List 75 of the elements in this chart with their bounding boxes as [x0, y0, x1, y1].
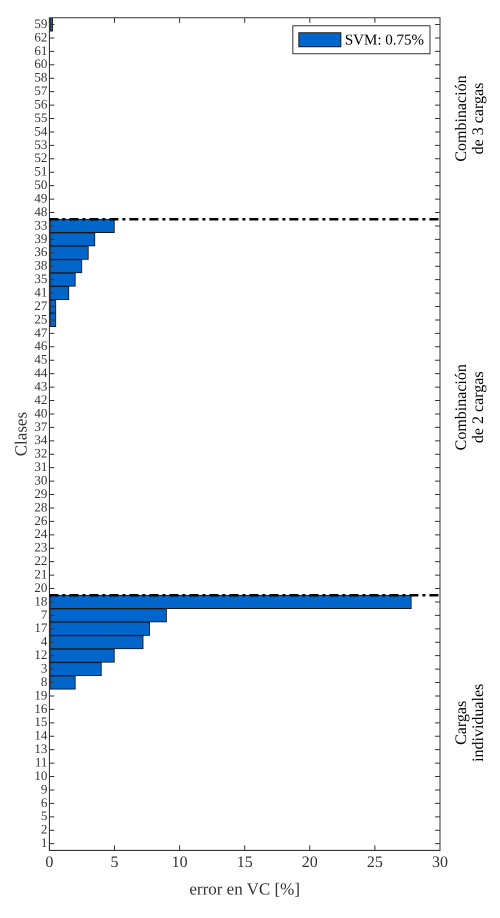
- y-tick-label: 50: [34, 177, 48, 192]
- y-tick-label: 62: [34, 29, 48, 44]
- x-tick-label: 20: [302, 854, 318, 872]
- y-tick-label: 54: [34, 123, 48, 138]
- text: Combinación de 2 cargas: [453, 364, 488, 450]
- x-axis-title: error en VC [%]: [189, 879, 300, 898]
- y-tick-label: 9: [40, 781, 48, 796]
- y-tick-label: 26: [34, 512, 48, 528]
- y-tick-label: 8: [40, 674, 48, 689]
- x-tick-label: 0: [45, 854, 54, 872]
- y-tick-label: 7: [40, 606, 48, 622]
- y-tick-label: 32: [34, 446, 48, 461]
- y-tick-label: 47: [34, 324, 48, 340]
- y-tick-label: 31: [34, 459, 48, 474]
- y-tick-label: 46: [34, 338, 48, 354]
- y-tick-label: 40: [34, 405, 48, 420]
- y-tick-label: 23: [34, 540, 48, 555]
- y-tick-label: 30: [34, 472, 48, 488]
- y-tick-label: 13: [34, 741, 48, 756]
- y-tick-label: 15: [34, 714, 48, 730]
- y-tick-label: 35: [34, 271, 48, 286]
- y-tick-label: 43: [34, 378, 48, 394]
- y-tick-label: 58: [34, 70, 48, 85]
- y-tick-label: 14: [34, 728, 48, 743]
- y-tick-label: 53: [34, 136, 48, 152]
- y-tick-label: 6: [40, 794, 48, 810]
- y-tick-label: 20: [34, 580, 48, 595]
- y-tick-label: 33: [34, 217, 48, 232]
- y-tick-label: 38: [34, 258, 48, 273]
- y-tick-label: 49: [34, 190, 48, 206]
- y-tick-label: 18: [34, 593, 48, 608]
- y-tick-label: 22: [34, 553, 48, 568]
- y-tick-label: 1: [40, 835, 48, 850]
- x-tick-label: 5: [110, 854, 118, 872]
- y-tick-label: 16: [34, 700, 48, 716]
- y-tick-label: 41: [34, 284, 48, 300]
- y-tick-label: 29: [34, 486, 48, 501]
- y-tick-label: 19: [34, 687, 48, 702]
- y-tick-label: 55: [34, 110, 48, 125]
- y-tick-label: 34: [34, 432, 48, 448]
- y-tick-label: 2: [40, 822, 48, 837]
- y-tick-label: 39: [34, 230, 48, 246]
- y-tick-label: 48: [34, 204, 48, 219]
- y-tick-label: 17: [34, 620, 48, 636]
- y-tick-label: 28: [34, 499, 48, 514]
- y-tick-label: 51: [34, 164, 48, 179]
- y-tick-label: 61: [34, 42, 48, 58]
- text: Combinación de 3 cargas: [453, 75, 488, 162]
- y-tick-label: 37: [34, 418, 48, 434]
- y-tick-label: 60: [34, 56, 48, 72]
- y-tick-label: 3: [40, 660, 48, 676]
- text: Cargas individuales: [453, 684, 488, 762]
- y-tick-label: 59: [34, 16, 48, 31]
- y-tick-label: 5: [40, 808, 48, 824]
- y-tick-label: 57: [34, 83, 48, 98]
- y-tick-label: 36: [34, 244, 48, 260]
- y-tick-label: 24: [34, 526, 48, 542]
- y-tick-label: 11: [34, 754, 48, 770]
- y-tick-label: 27: [34, 298, 48, 313]
- y-tick-label: 42: [34, 392, 48, 407]
- x-tick-label: 10: [172, 854, 188, 872]
- y-tick-label: 25: [34, 311, 48, 326]
- x-tick-label: 30: [432, 854, 448, 872]
- legend-label: SVM: 0.75%: [344, 32, 424, 49]
- x-tick-label: 25: [366, 854, 383, 872]
- y-tick-label: 21: [34, 566, 48, 582]
- y-tick-label: 10: [34, 768, 48, 783]
- y-axis-title: Clases: [12, 412, 31, 456]
- x-tick-label: 15: [236, 854, 253, 872]
- y-tick-label: 4: [40, 634, 48, 649]
- y-tick-label: 56: [34, 96, 48, 112]
- y-tick-label: 12: [34, 647, 48, 662]
- y-tick-label: 45: [34, 352, 48, 367]
- y-tick-label: 52: [34, 150, 48, 166]
- y-tick-label: 44: [34, 365, 48, 380]
